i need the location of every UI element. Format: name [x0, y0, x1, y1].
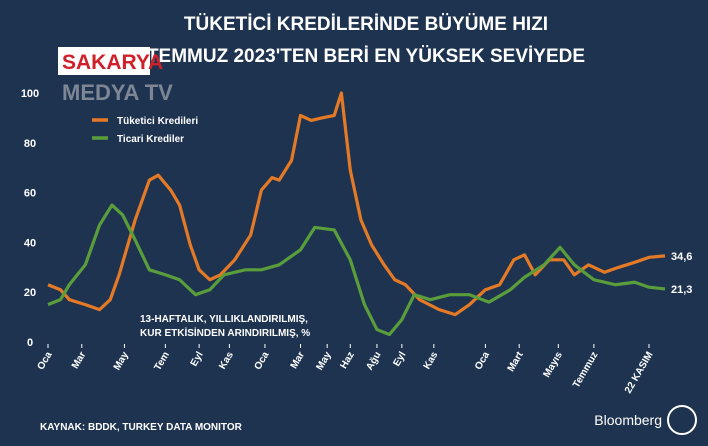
series-line: [47, 203, 666, 337]
y-tick-label: 60: [24, 188, 36, 200]
end-label: 34,6: [671, 251, 692, 263]
end-label: 21,3: [671, 284, 692, 296]
brand: Bloomberg: [594, 412, 662, 428]
y-tick-label: 0: [27, 337, 33, 349]
y-tick-label: 40: [24, 237, 36, 249]
chart-subtitle: TEMMUZ 2023'TEN BERİ EN YÜKSEK SEVİYEDE: [147, 46, 585, 67]
annotation: 13-HAFTALIK, YILLIKLANDIRILMIŞ,: [140, 314, 308, 325]
source: KAYNAK: BDDK, TURKEY DATA MONITOR: [40, 422, 243, 433]
legend-label: Ticari Krediler: [117, 134, 184, 145]
y-tick-label: 80: [24, 138, 36, 150]
chart-title: TÜKETİCİ KREDİLERİNDE BÜYÜME HIZI: [184, 14, 548, 35]
legend-label: Tüketici Kredileri: [117, 116, 198, 127]
y-tick-label: 20: [24, 287, 36, 299]
y-tick-label: 100: [21, 88, 39, 100]
watermark-box: [58, 47, 150, 75]
watermark: MEDYA TV: [62, 80, 173, 105]
logo: [667, 405, 697, 435]
annotation: KUR ETKİSİNDEN ARINDIRILMIŞ, %: [140, 326, 310, 339]
watermark: SAKARYA: [62, 51, 163, 74]
